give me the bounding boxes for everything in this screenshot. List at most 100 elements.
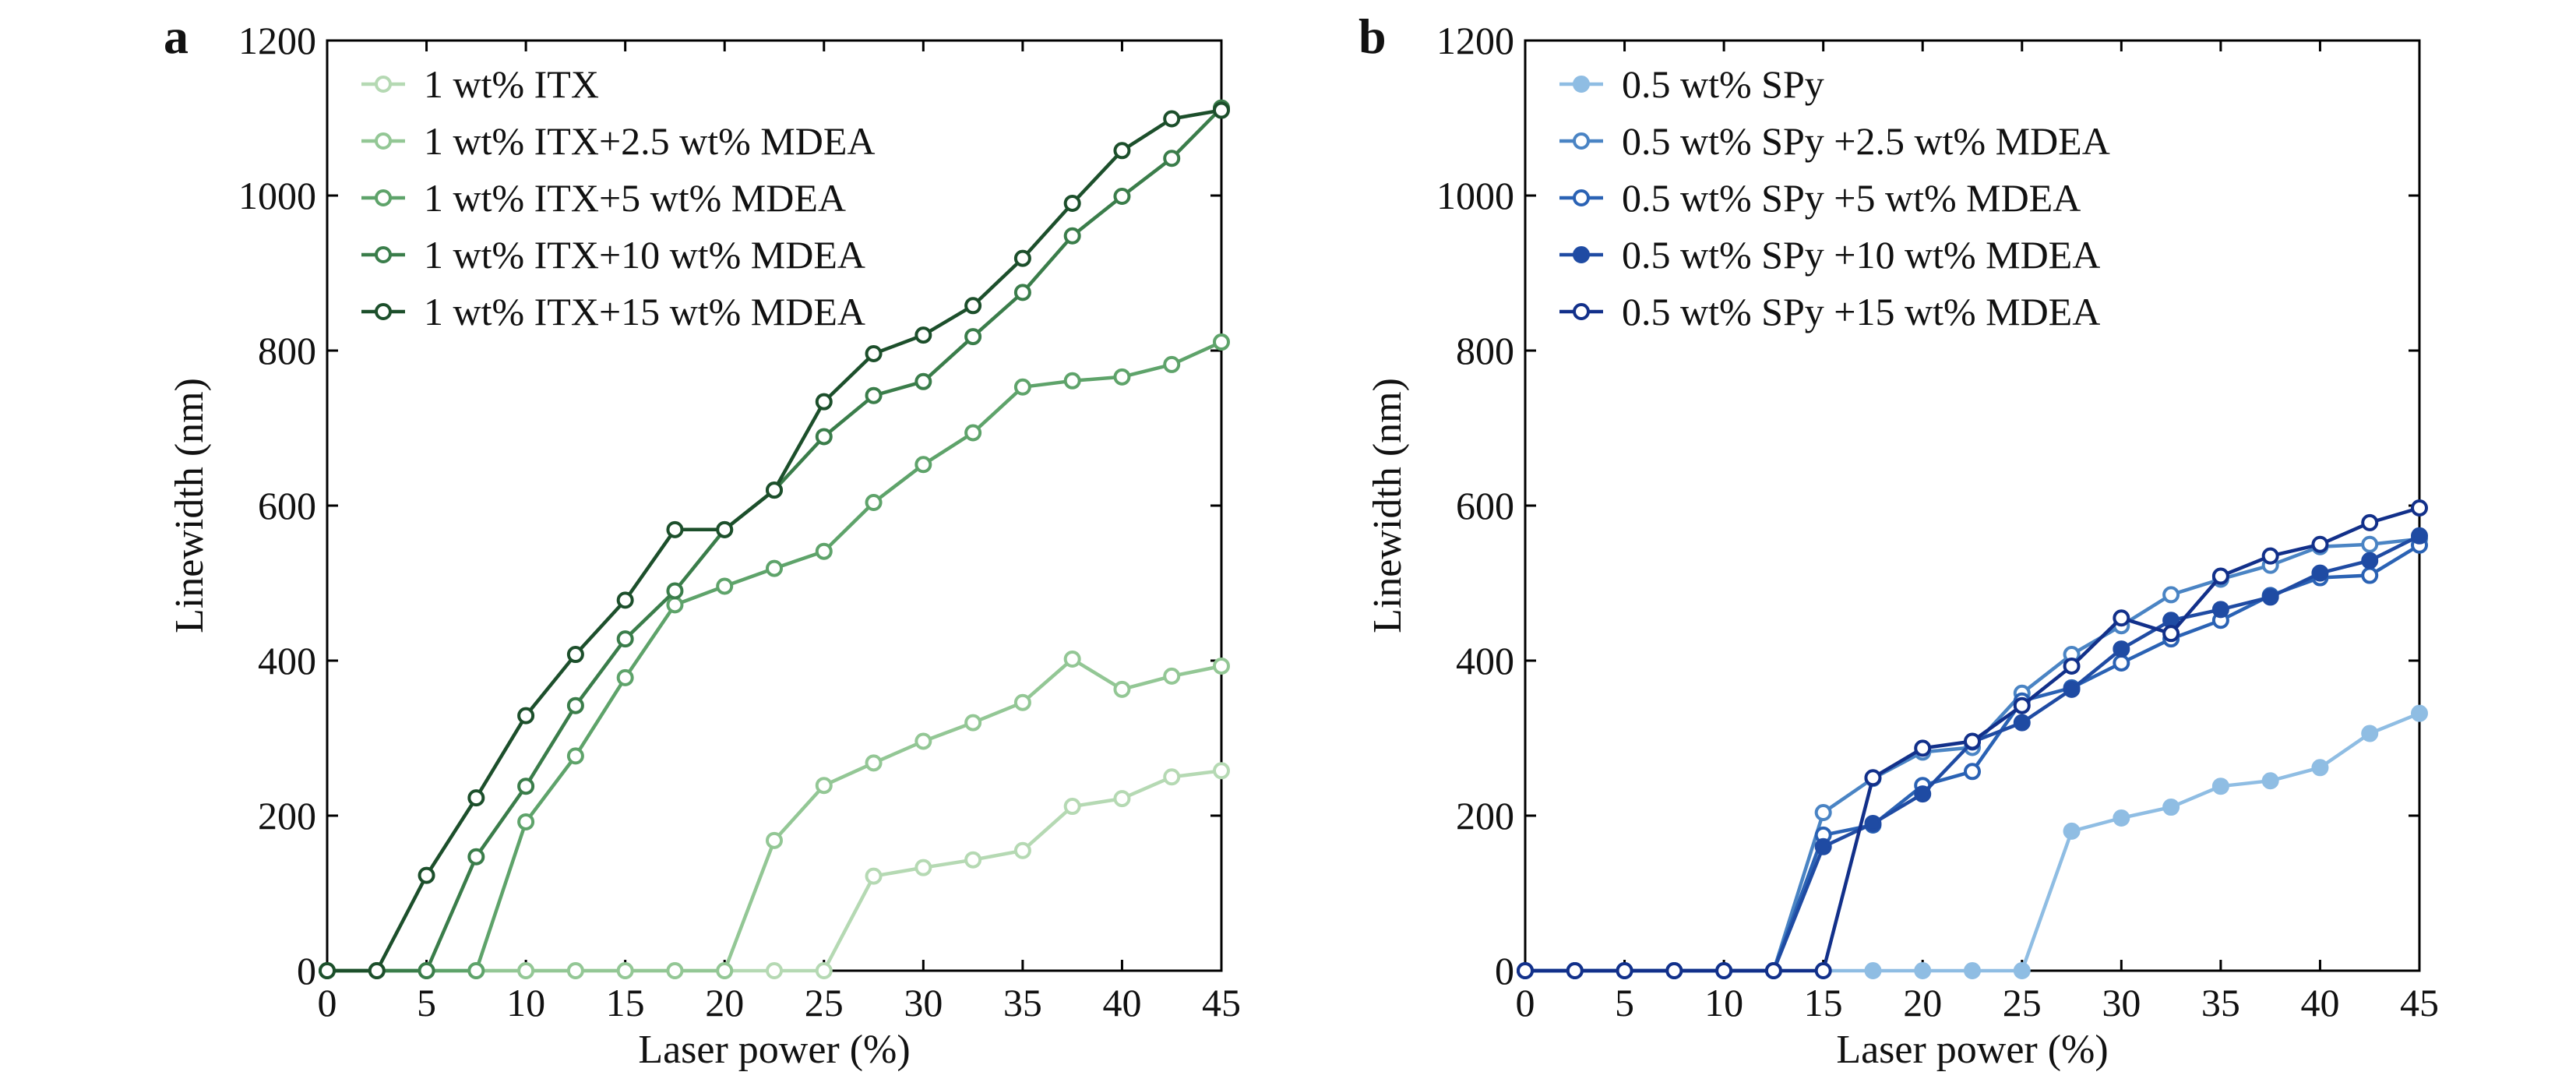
legend-label: 0.5 wt% SPy +15 wt% MDEA xyxy=(1622,290,2100,333)
data-point xyxy=(2411,527,2428,545)
data-point xyxy=(716,577,734,595)
data-point xyxy=(467,848,485,866)
legend: 1 wt% ITX 1 wt% ITX+2.5 wt% MDEA 1 wt% ITX… xyxy=(361,62,876,333)
data-point xyxy=(815,542,833,560)
data-point xyxy=(914,456,932,474)
data-point xyxy=(1113,368,1131,386)
data-point xyxy=(914,372,932,390)
data-point xyxy=(2311,564,2329,582)
data-point xyxy=(964,714,982,732)
data-point xyxy=(418,962,435,979)
data-point xyxy=(2113,609,2130,627)
data-point xyxy=(368,962,386,979)
data-point xyxy=(616,630,634,648)
data-point xyxy=(566,747,584,765)
data-point xyxy=(914,859,932,876)
data-point xyxy=(815,428,833,446)
data-point xyxy=(865,494,883,512)
legend: 0.5 wt% SPy 0.5 wt% SPy +2.5 wt% MDEA 0.5 … xyxy=(1559,62,2110,333)
data-point xyxy=(964,851,982,869)
data-point xyxy=(865,386,883,404)
series-5 xyxy=(1517,499,2428,979)
data-point xyxy=(2361,566,2379,584)
legend-label: 0.5 wt% SPy +5 wt% MDEA xyxy=(1622,176,2081,220)
legend-swatch-marker xyxy=(375,303,392,320)
legend-label: 1 wt% ITX+5 wt% MDEA xyxy=(424,176,846,220)
data-point xyxy=(2411,499,2428,517)
x-tick-label: 40 xyxy=(2300,981,2339,1024)
data-point xyxy=(2211,601,2229,619)
legend-label: 1 wt% ITX xyxy=(424,62,599,106)
panel-letter: a xyxy=(164,9,189,64)
x-tick-label: 0 xyxy=(1516,981,1535,1024)
data-point xyxy=(1814,962,1832,979)
data-point xyxy=(666,582,684,600)
data-point xyxy=(1213,101,1230,119)
data-point xyxy=(1013,841,1031,859)
series-5 xyxy=(319,101,1230,979)
data-point xyxy=(566,696,584,714)
data-point xyxy=(766,831,783,849)
data-point xyxy=(1914,785,1932,803)
data-point xyxy=(1213,657,1230,675)
data-point xyxy=(1113,680,1131,698)
data-point xyxy=(1814,837,1832,855)
data-point xyxy=(766,962,783,979)
data-point xyxy=(2261,772,2279,790)
data-point xyxy=(616,962,634,979)
data-point xyxy=(616,668,634,686)
data-point xyxy=(716,520,734,538)
data-point xyxy=(2063,657,2081,675)
data-point xyxy=(616,591,634,609)
data-point xyxy=(1213,762,1230,780)
data-point xyxy=(2211,778,2229,795)
data-point xyxy=(865,867,883,885)
x-axis-title: Laser power (%) xyxy=(638,1028,910,1072)
data-point xyxy=(1013,249,1031,267)
data-point xyxy=(666,962,684,979)
legend-swatch-marker xyxy=(375,246,392,263)
data-point xyxy=(2211,567,2229,585)
data-point xyxy=(865,754,883,772)
legend-label: 0.5 wt% SPy +10 wt% MDEA xyxy=(1622,233,2100,277)
data-point xyxy=(517,813,535,830)
data-point xyxy=(1964,763,1981,781)
data-point xyxy=(467,789,485,807)
data-point xyxy=(566,962,584,979)
y-axis-title: Linewidth (nm) xyxy=(1366,378,1410,633)
data-point xyxy=(2261,547,2279,565)
series-2 xyxy=(319,651,1230,979)
data-point xyxy=(2063,822,2081,840)
legend-swatch-marker xyxy=(1573,246,1590,263)
data-point xyxy=(517,962,535,979)
data-point xyxy=(914,732,932,750)
data-point xyxy=(2361,552,2379,569)
data-point xyxy=(2013,714,2031,732)
data-point xyxy=(2361,535,2379,553)
legend-label: 1 wt% ITX+10 wt% MDEA xyxy=(424,233,865,277)
y-tick-label: 200 xyxy=(258,794,316,837)
data-point xyxy=(964,297,982,315)
x-tick-label: 20 xyxy=(1903,981,1942,1024)
x-tick-label: 45 xyxy=(2400,981,2439,1024)
legend-swatch-marker xyxy=(1573,76,1590,93)
data-point xyxy=(517,778,535,795)
data-point xyxy=(1814,804,1832,822)
series-line xyxy=(327,657,1222,973)
data-point xyxy=(2261,588,2279,606)
series-line xyxy=(327,340,1222,973)
data-point xyxy=(2162,586,2180,604)
data-point xyxy=(1864,814,1882,832)
y-tick-label: 1000 xyxy=(238,174,316,217)
data-point xyxy=(666,596,684,614)
data-point xyxy=(1163,150,1181,167)
data-point xyxy=(1665,962,1683,979)
data-point xyxy=(815,393,833,411)
series-3 xyxy=(319,333,1230,979)
y-tick-label: 0 xyxy=(1495,949,1514,993)
y-tick-label: 0 xyxy=(297,949,316,993)
data-point xyxy=(1213,333,1230,351)
data-point xyxy=(1566,962,1584,979)
data-point xyxy=(2411,704,2428,722)
